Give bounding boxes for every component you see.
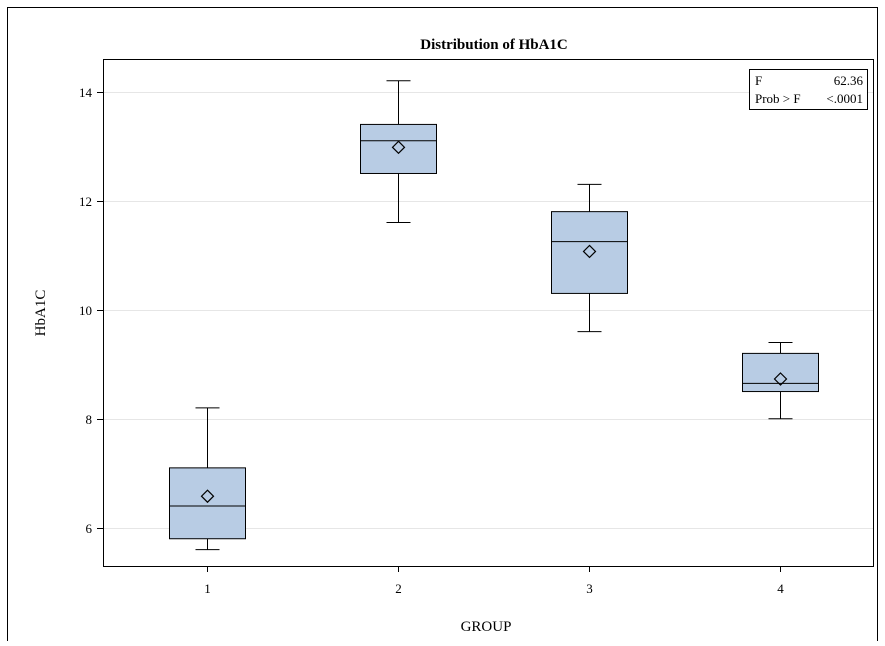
gridlines bbox=[103, 92, 873, 529]
inset-prob-value: <.0001 bbox=[826, 91, 863, 106]
statistics-inset: F 62.36 Prob > F <.0001 bbox=[749, 69, 868, 110]
mean-marker bbox=[582, 244, 597, 259]
box-group bbox=[360, 80, 437, 224]
x-tick-label: 2 bbox=[395, 581, 402, 596]
inset-box bbox=[749, 69, 868, 110]
y-tick-label: 8 bbox=[86, 412, 93, 427]
box-group bbox=[742, 341, 819, 420]
mean-marker bbox=[773, 372, 788, 386]
x-axis-label: GROUP bbox=[461, 619, 512, 635]
y-tick-label: 14 bbox=[79, 85, 93, 100]
y-tick-label: 12 bbox=[79, 194, 92, 209]
iqr-box bbox=[551, 211, 628, 294]
box-group bbox=[551, 183, 628, 333]
inset-f-value: 62.36 bbox=[834, 73, 864, 88]
inset-f-label: F bbox=[755, 73, 762, 88]
y-tick-label: 10 bbox=[79, 303, 92, 318]
box-group bbox=[169, 407, 246, 551]
x-tick-label: 1 bbox=[204, 581, 211, 596]
y-axis: 6 8 10 12 14 bbox=[79, 85, 103, 536]
box-series bbox=[169, 80, 819, 551]
y-tick-label: 6 bbox=[86, 521, 93, 536]
mean-marker bbox=[391, 140, 406, 155]
y-axis-label: HbA1C bbox=[33, 290, 49, 337]
iqr-box bbox=[169, 467, 246, 540]
plot-frame bbox=[103, 59, 874, 567]
chart-title: Distribution of HbA1C bbox=[420, 37, 568, 53]
x-tick-label: 4 bbox=[777, 581, 784, 596]
outer-border bbox=[7, 7, 878, 646]
x-axis: 1 2 3 4 bbox=[204, 566, 784, 596]
iqr-box bbox=[360, 123, 437, 174]
x-tick-label: 3 bbox=[586, 581, 593, 596]
inset-prob-label: Prob > F bbox=[755, 91, 801, 106]
mean-marker bbox=[200, 489, 215, 504]
